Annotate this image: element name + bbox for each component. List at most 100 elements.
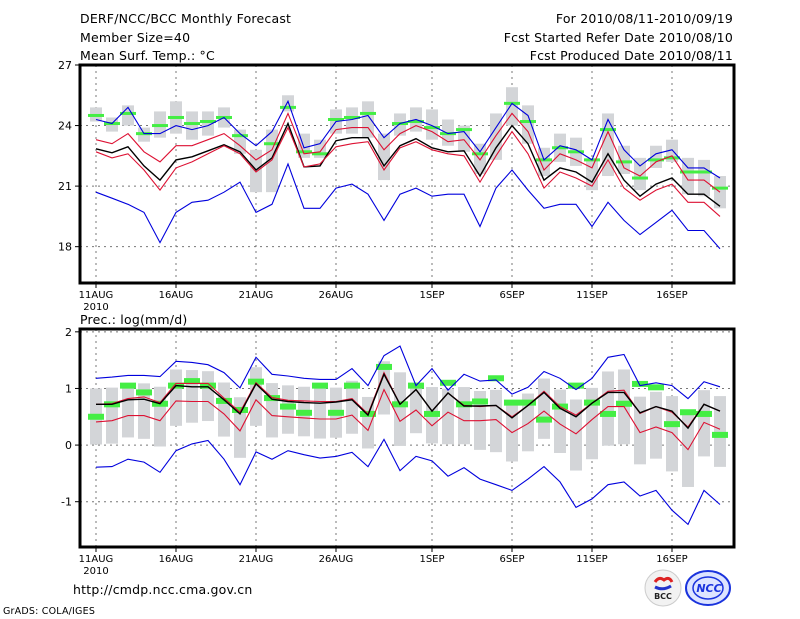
x-tick-label: 16SEP	[656, 290, 687, 301]
observed-marker	[120, 111, 136, 115]
spread-bar	[154, 386, 166, 447]
observed-marker	[344, 115, 360, 119]
observed-marker	[600, 128, 616, 132]
observed-marker	[280, 403, 296, 410]
spread-bar	[202, 371, 214, 422]
observed-marker	[648, 158, 664, 162]
series-line-max	[95, 345, 721, 400]
x-tick-label: 11AUG	[79, 554, 114, 565]
precipitation-chart: -1 0 1 2 11AUG 16AUG 21AUG 26AUG 1SEP 6SEP 11SEP 16…	[61, 326, 736, 577]
y-tick-label: -1	[61, 496, 72, 509]
observed-marker	[488, 375, 504, 382]
spread-bar	[714, 396, 726, 467]
bcc-logo-text: BCC	[654, 592, 672, 601]
observed-marker	[536, 416, 552, 423]
observed-marker	[248, 378, 264, 385]
observed-marker	[440, 379, 456, 386]
spread-bar	[570, 399, 582, 471]
series-line-min	[95, 162, 721, 250]
observed-marker	[424, 410, 440, 417]
spread-bar	[106, 387, 118, 444]
observed-marker	[408, 120, 424, 124]
observed-marker	[552, 146, 568, 150]
observed-marker	[520, 399, 536, 406]
observed-marker	[680, 409, 696, 416]
x-tick-label: 16SEP	[656, 554, 687, 565]
spread-bar	[538, 147, 550, 177]
x-tick-label: 21AUG	[239, 290, 274, 301]
observed-marker	[312, 152, 328, 156]
spread-bar	[250, 149, 262, 193]
x-tick-label: 11AUG	[79, 290, 114, 301]
spread-bar	[698, 159, 710, 197]
spread-bar	[362, 101, 374, 138]
observed-marker	[376, 363, 392, 370]
spread-bar	[218, 382, 230, 437]
observed-marker	[696, 410, 712, 417]
observed-marker	[648, 384, 664, 391]
observed-marker	[184, 122, 200, 126]
spread-bar	[682, 409, 694, 487]
spread-bar	[186, 370, 198, 423]
observed-marker	[216, 397, 232, 404]
observed-marker	[680, 170, 696, 174]
observed-marker	[360, 111, 376, 115]
member-size-label: Member Size=40	[80, 30, 191, 45]
observed-marker	[616, 160, 632, 164]
spread-bar	[186, 111, 198, 140]
spread-bar	[522, 105, 534, 144]
observed-marker	[184, 378, 200, 385]
spread-bar	[346, 380, 358, 434]
temperature-chart: 18 21 24 27 11AUG 16AUG 21AUG 26AUG 1SEP 6SEP 11SE…	[58, 59, 736, 313]
observed-marker	[264, 142, 280, 146]
observed-marker	[472, 398, 488, 405]
observed-marker	[168, 115, 184, 119]
observed-marker	[200, 382, 216, 389]
observed-marker	[296, 409, 312, 416]
spread-bar	[474, 143, 486, 174]
forecast-produced-label: Fcst Produced Date 2010/08/11	[529, 48, 733, 63]
series-line-mean	[95, 121, 721, 207]
observed-marker	[344, 382, 360, 389]
spread-bar	[362, 396, 374, 449]
y-tick-label: 24	[58, 120, 72, 133]
spread-bar	[442, 388, 454, 445]
x-tick-label: 1SEP	[419, 554, 444, 565]
series-line-lower-quartile	[95, 126, 721, 217]
spread-bar	[650, 145, 662, 168]
spread-bar	[682, 157, 694, 195]
x-tick-label: 26AUG	[319, 554, 354, 565]
spread-bar	[602, 371, 614, 446]
observed-marker	[328, 118, 344, 121]
variable-label: Mean Surf. Temp.: °C	[80, 48, 215, 63]
x-tick-label: 26AUG	[319, 290, 354, 301]
x-tick-label: 11SEP	[576, 554, 607, 565]
observed-marker	[712, 186, 728, 190]
spread-bar	[170, 369, 182, 426]
spread-bar	[666, 396, 678, 472]
observed-marker	[520, 120, 536, 124]
observed-marker	[232, 134, 248, 138]
y-tick-label: 21	[58, 180, 72, 193]
bcc-logo-icon: BCC	[644, 569, 682, 607]
spread-bar	[314, 387, 326, 439]
plot-frame	[78, 63, 736, 285]
spread-bar	[490, 389, 502, 453]
spread-bar	[410, 384, 422, 434]
observed-marker	[632, 380, 648, 387]
spread-bar	[666, 139, 678, 162]
observed-marker	[200, 120, 216, 124]
grads-credit: GrADS: COLA/IGES	[3, 606, 96, 617]
x-tick-label: 6SEP	[499, 554, 524, 565]
spread-bar	[538, 378, 550, 439]
ncc-logo-text: NCC	[696, 582, 721, 595]
source-url[interactable]: http://cmdp.ncc.cma.gov.cn	[73, 582, 253, 597]
y-tick-label: 0	[65, 439, 72, 452]
ncc-logo: NCC	[684, 569, 732, 607]
observed-marker	[152, 124, 168, 128]
series-line-max	[95, 99, 721, 179]
x-tick-label: 16AUG	[159, 290, 194, 301]
x-tick-label: 6SEP	[499, 290, 524, 301]
observed-marker	[664, 156, 680, 160]
